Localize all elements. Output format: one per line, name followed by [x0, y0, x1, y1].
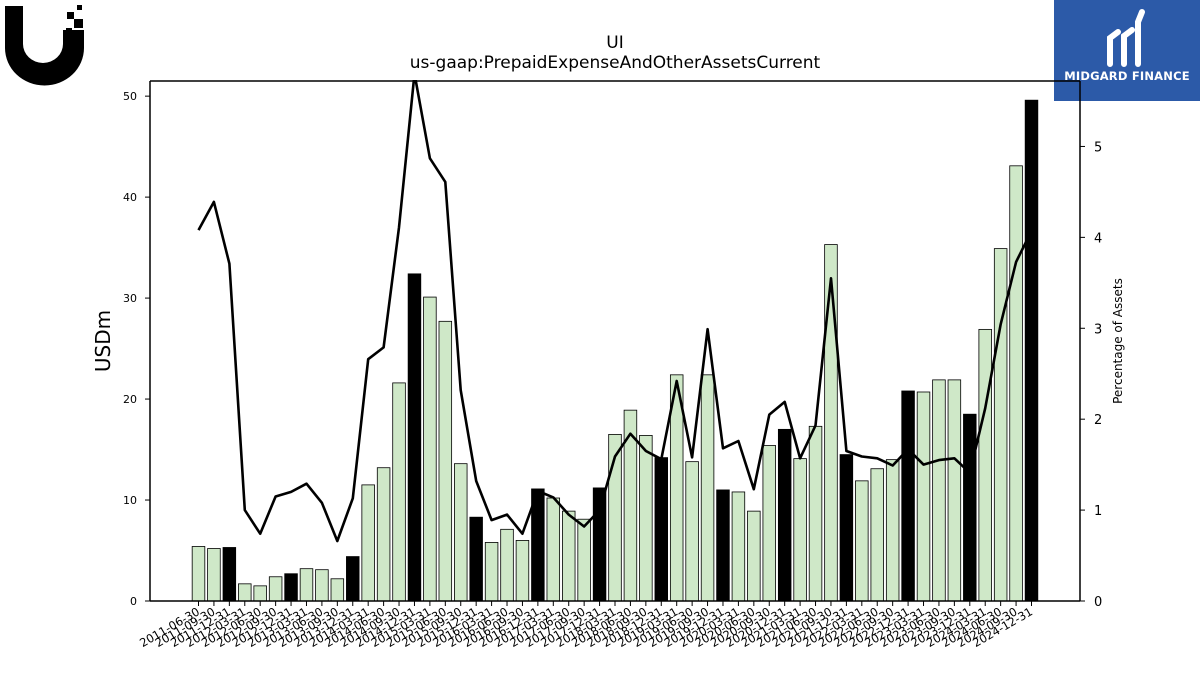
bar	[515, 540, 530, 602]
bar	[855, 480, 869, 602]
brand-name: MIDGARD FINANCE	[1064, 69, 1190, 83]
bar	[423, 296, 437, 602]
bar	[284, 573, 298, 602]
bar	[268, 576, 283, 602]
y2-tick-label: 2	[1094, 413, 1102, 428]
bar	[654, 457, 669, 602]
bar	[238, 583, 252, 602]
bar	[469, 516, 483, 602]
bar	[716, 489, 730, 602]
bar	[808, 425, 823, 602]
midgard-finance-logo: MIDGARD FINANCE	[1054, 0, 1200, 101]
bar	[747, 510, 761, 602]
bar	[376, 467, 391, 602]
bar	[392, 382, 406, 602]
bar	[978, 328, 992, 602]
y2-axis-label: Percentage of Assets	[1111, 278, 1125, 404]
bar	[361, 484, 375, 602]
midgard-finance-logo-icon	[1107, 9, 1145, 67]
y2-tick-label: 5	[1094, 140, 1102, 155]
bar	[454, 463, 468, 602]
bar	[407, 273, 422, 602]
bar	[839, 454, 854, 602]
y2-tick-label: 0	[1094, 595, 1102, 610]
bar	[592, 487, 607, 602]
bar	[546, 497, 561, 602]
bar	[438, 320, 453, 602]
y-axis-label: USDm	[91, 310, 115, 372]
bar	[191, 546, 206, 602]
bar	[299, 568, 314, 602]
bar	[700, 374, 715, 602]
bar	[885, 459, 900, 602]
bar	[222, 547, 237, 602]
bar	[1009, 165, 1023, 602]
bar	[731, 491, 746, 602]
bar	[824, 244, 838, 602]
bar	[777, 428, 792, 602]
bar	[685, 461, 699, 602]
bar	[500, 528, 514, 602]
bar	[330, 578, 345, 602]
chart-subtitle: us-gaap:PrepaidExpenseAndOtherAssetsCurr…	[410, 53, 821, 73]
percentage-line	[197, 80, 1033, 543]
bar	[932, 379, 946, 602]
bar	[901, 390, 915, 602]
bar	[639, 435, 653, 602]
bar	[916, 391, 931, 602]
bar	[762, 445, 776, 602]
bar	[346, 556, 360, 602]
bar	[963, 413, 977, 602]
y-tick-label: 10	[123, 494, 137, 507]
bar	[577, 518, 591, 602]
y-tick-label: 0	[130, 595, 137, 608]
bar	[1024, 99, 1039, 602]
y-tick-label: 40	[123, 191, 137, 204]
y2-tick-label: 4	[1094, 231, 1102, 246]
y-tick-label: 50	[123, 90, 137, 103]
bar	[947, 379, 962, 602]
y2-tick-label: 3	[1094, 322, 1102, 337]
bar	[484, 542, 499, 602]
ubiquiti-u-logo-icon	[0, 0, 90, 90]
bar	[253, 585, 267, 602]
bar	[561, 510, 576, 602]
y2-tick-label: 1	[1094, 504, 1102, 519]
bar	[207, 548, 221, 602]
chart-title: UI	[606, 33, 623, 53]
bar	[315, 569, 329, 602]
y-tick-label: 20	[123, 393, 137, 406]
bar	[870, 468, 884, 602]
bar	[793, 458, 807, 602]
y-tick-label: 30	[123, 292, 137, 305]
